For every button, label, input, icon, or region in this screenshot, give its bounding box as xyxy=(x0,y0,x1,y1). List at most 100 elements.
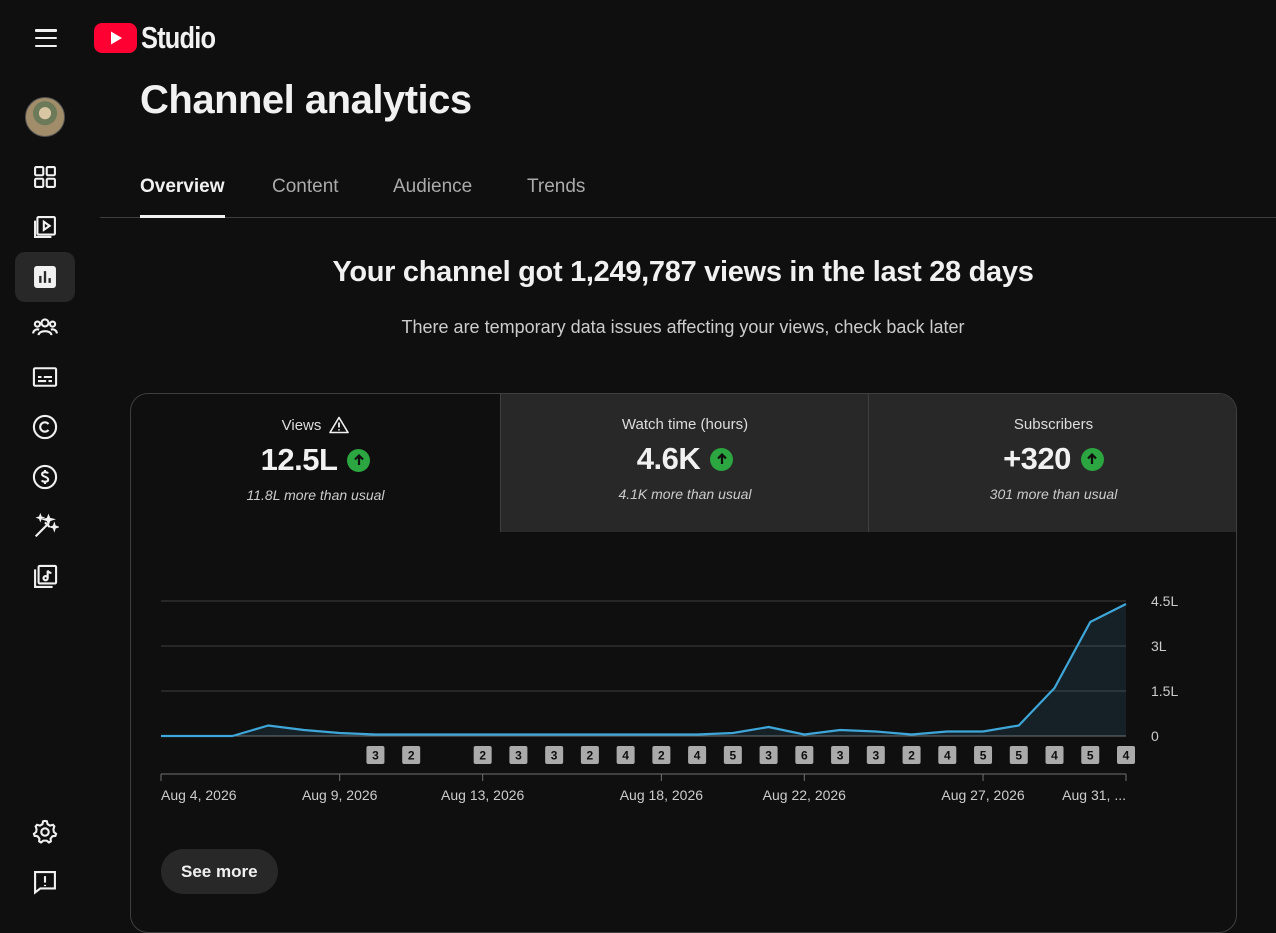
x-tick-label: Aug 13, 2026 xyxy=(441,787,525,803)
content-marker-label: 5 xyxy=(1087,749,1094,763)
trend-up-icon xyxy=(347,448,371,472)
metric-value: 12.5L xyxy=(260,442,338,477)
feedback-icon xyxy=(34,871,56,895)
channel-avatar[interactable] xyxy=(25,97,65,137)
copyright-icon xyxy=(32,414,58,440)
tab-trends[interactable]: Trends xyxy=(527,176,586,197)
see-more-button[interactable]: See more xyxy=(161,849,278,894)
tab-bar: Overview Content Audience Trends xyxy=(100,160,1276,218)
dashboard-icon xyxy=(34,166,56,188)
sidebar-item-community[interactable] xyxy=(15,302,75,352)
sidebar-item-audio-library[interactable] xyxy=(15,552,75,602)
content-marker xyxy=(580,746,599,764)
metric-label: Subscribers xyxy=(1013,416,1094,433)
content-marker-label: 4 xyxy=(1123,749,1130,763)
content-marker-label: 6 xyxy=(801,749,808,763)
metric-value: +320 xyxy=(1003,441,1071,476)
content-marker xyxy=(974,746,993,764)
y-tick-label: 4.5L xyxy=(1151,593,1178,609)
studio-logo[interactable]: Studio xyxy=(94,20,231,56)
content-marker-label: 3 xyxy=(372,749,379,763)
sidebar-item-settings[interactable] xyxy=(15,807,75,857)
content-marker xyxy=(652,746,671,764)
sidebar-item-dashboard[interactable] xyxy=(15,152,75,202)
content-marker xyxy=(616,746,635,764)
menu-icon[interactable] xyxy=(33,26,59,50)
x-tick-label: Aug 4, 2026 xyxy=(161,787,237,803)
sidebar xyxy=(0,0,90,916)
x-tick-label: Aug 27, 2026 xyxy=(941,787,1025,803)
content-marker xyxy=(831,746,850,764)
content-marker-label: 3 xyxy=(515,749,522,763)
sidebar-item-earn[interactable] xyxy=(15,452,75,502)
content-marker xyxy=(366,746,385,764)
metric-label: Views xyxy=(281,416,322,434)
content-marker xyxy=(1117,746,1135,764)
metric-value: 4.6K xyxy=(636,441,701,476)
metric-comparison: 301 more than usual xyxy=(989,486,1118,502)
content-marker-label: 3 xyxy=(872,749,879,763)
logo-text: Studio xyxy=(141,20,216,55)
series-area xyxy=(161,604,1126,736)
y-tick-label: 1.5L xyxy=(1151,683,1178,699)
content-marker-label: 5 xyxy=(1015,749,1022,763)
content-marker xyxy=(902,746,921,764)
sidebar-item-copyright[interactable] xyxy=(15,402,75,452)
content-marker-label: 2 xyxy=(479,749,486,763)
content-marker xyxy=(1081,746,1100,764)
page-title: Channel analytics xyxy=(140,78,472,122)
x-tick-label: Aug 9, 2026 xyxy=(302,787,378,803)
sidebar-item-content[interactable] xyxy=(15,202,75,252)
customization-icon xyxy=(34,513,59,538)
metric-watch-time[interactable]: Watch time (hours) 4.6K 4.1K more than u… xyxy=(500,394,869,532)
content-marker-label: 3 xyxy=(551,749,558,763)
content-marker-label: 5 xyxy=(730,749,737,763)
content-marker xyxy=(509,746,528,764)
content-marker-label: 2 xyxy=(658,749,665,763)
trend-up-icon xyxy=(710,447,734,471)
content-marker xyxy=(1045,746,1064,764)
content-marker-label: 2 xyxy=(587,749,594,763)
sidebar-item-customization[interactable] xyxy=(15,502,75,552)
metric-subscribers[interactable]: Subscribers +320 301 more than usual xyxy=(868,394,1236,532)
y-tick-label: 0 xyxy=(1151,728,1159,744)
metric-comparison: 11.8L more than usual xyxy=(246,487,385,503)
summary-headline: Your channel got 1,249,787 views in the … xyxy=(332,256,1034,288)
youtube-logo-icon xyxy=(94,23,137,53)
content-marker xyxy=(1009,746,1028,764)
series-line xyxy=(161,603,1127,738)
content-marker-label: 4 xyxy=(944,749,951,763)
sidebar-item-analytics[interactable] xyxy=(15,252,75,302)
data-issue-notice: There are temporary data issues affectin… xyxy=(401,317,965,337)
content-marker xyxy=(795,746,814,764)
analytics-card: Views 12.5L 11.8L more than usual Watch … xyxy=(130,393,1237,933)
trend-up-icon xyxy=(1080,447,1104,471)
content-marker xyxy=(723,746,742,764)
content-marker xyxy=(473,746,492,764)
analytics-icon xyxy=(34,266,56,288)
tab-audience[interactable]: Audience xyxy=(393,176,473,197)
sidebar-item-subtitles[interactable] xyxy=(15,352,75,402)
y-tick-label: 3L xyxy=(1151,638,1167,654)
content-icon xyxy=(34,216,56,238)
content-marker xyxy=(759,746,778,764)
earn-icon xyxy=(32,464,58,490)
content-marker-label: 4 xyxy=(694,749,701,763)
tab-overview[interactable]: Overview xyxy=(140,176,225,218)
sidebar-item-feedback[interactable] xyxy=(15,857,75,907)
x-tick-label: Aug 22, 2026 xyxy=(763,787,847,803)
content-marker-label: 5 xyxy=(980,749,987,763)
metric-label: Watch time (hours) xyxy=(621,416,749,433)
warning-icon[interactable] xyxy=(329,416,350,434)
metric-comparison: 4.1K more than usual xyxy=(618,486,752,502)
content-marker xyxy=(938,746,957,764)
views-chart[interactable]: 4.5L 3L 1.5L 0 3 2 2 3 3 2 4 2 4 5 3 6 3 3 2 4 5 5 4 5 4 Aug 4, 2… xyxy=(131,394,1237,834)
content-marker xyxy=(866,746,885,764)
tab-content[interactable]: Content xyxy=(272,176,339,197)
content-marker xyxy=(545,746,564,764)
metric-views[interactable]: Views 12.5L 11.8L more than usual xyxy=(131,394,500,532)
community-icon xyxy=(32,318,58,336)
subtitles-icon xyxy=(32,367,58,387)
content-marker-label: 2 xyxy=(908,749,915,763)
content-marker-label: 2 xyxy=(408,749,415,763)
